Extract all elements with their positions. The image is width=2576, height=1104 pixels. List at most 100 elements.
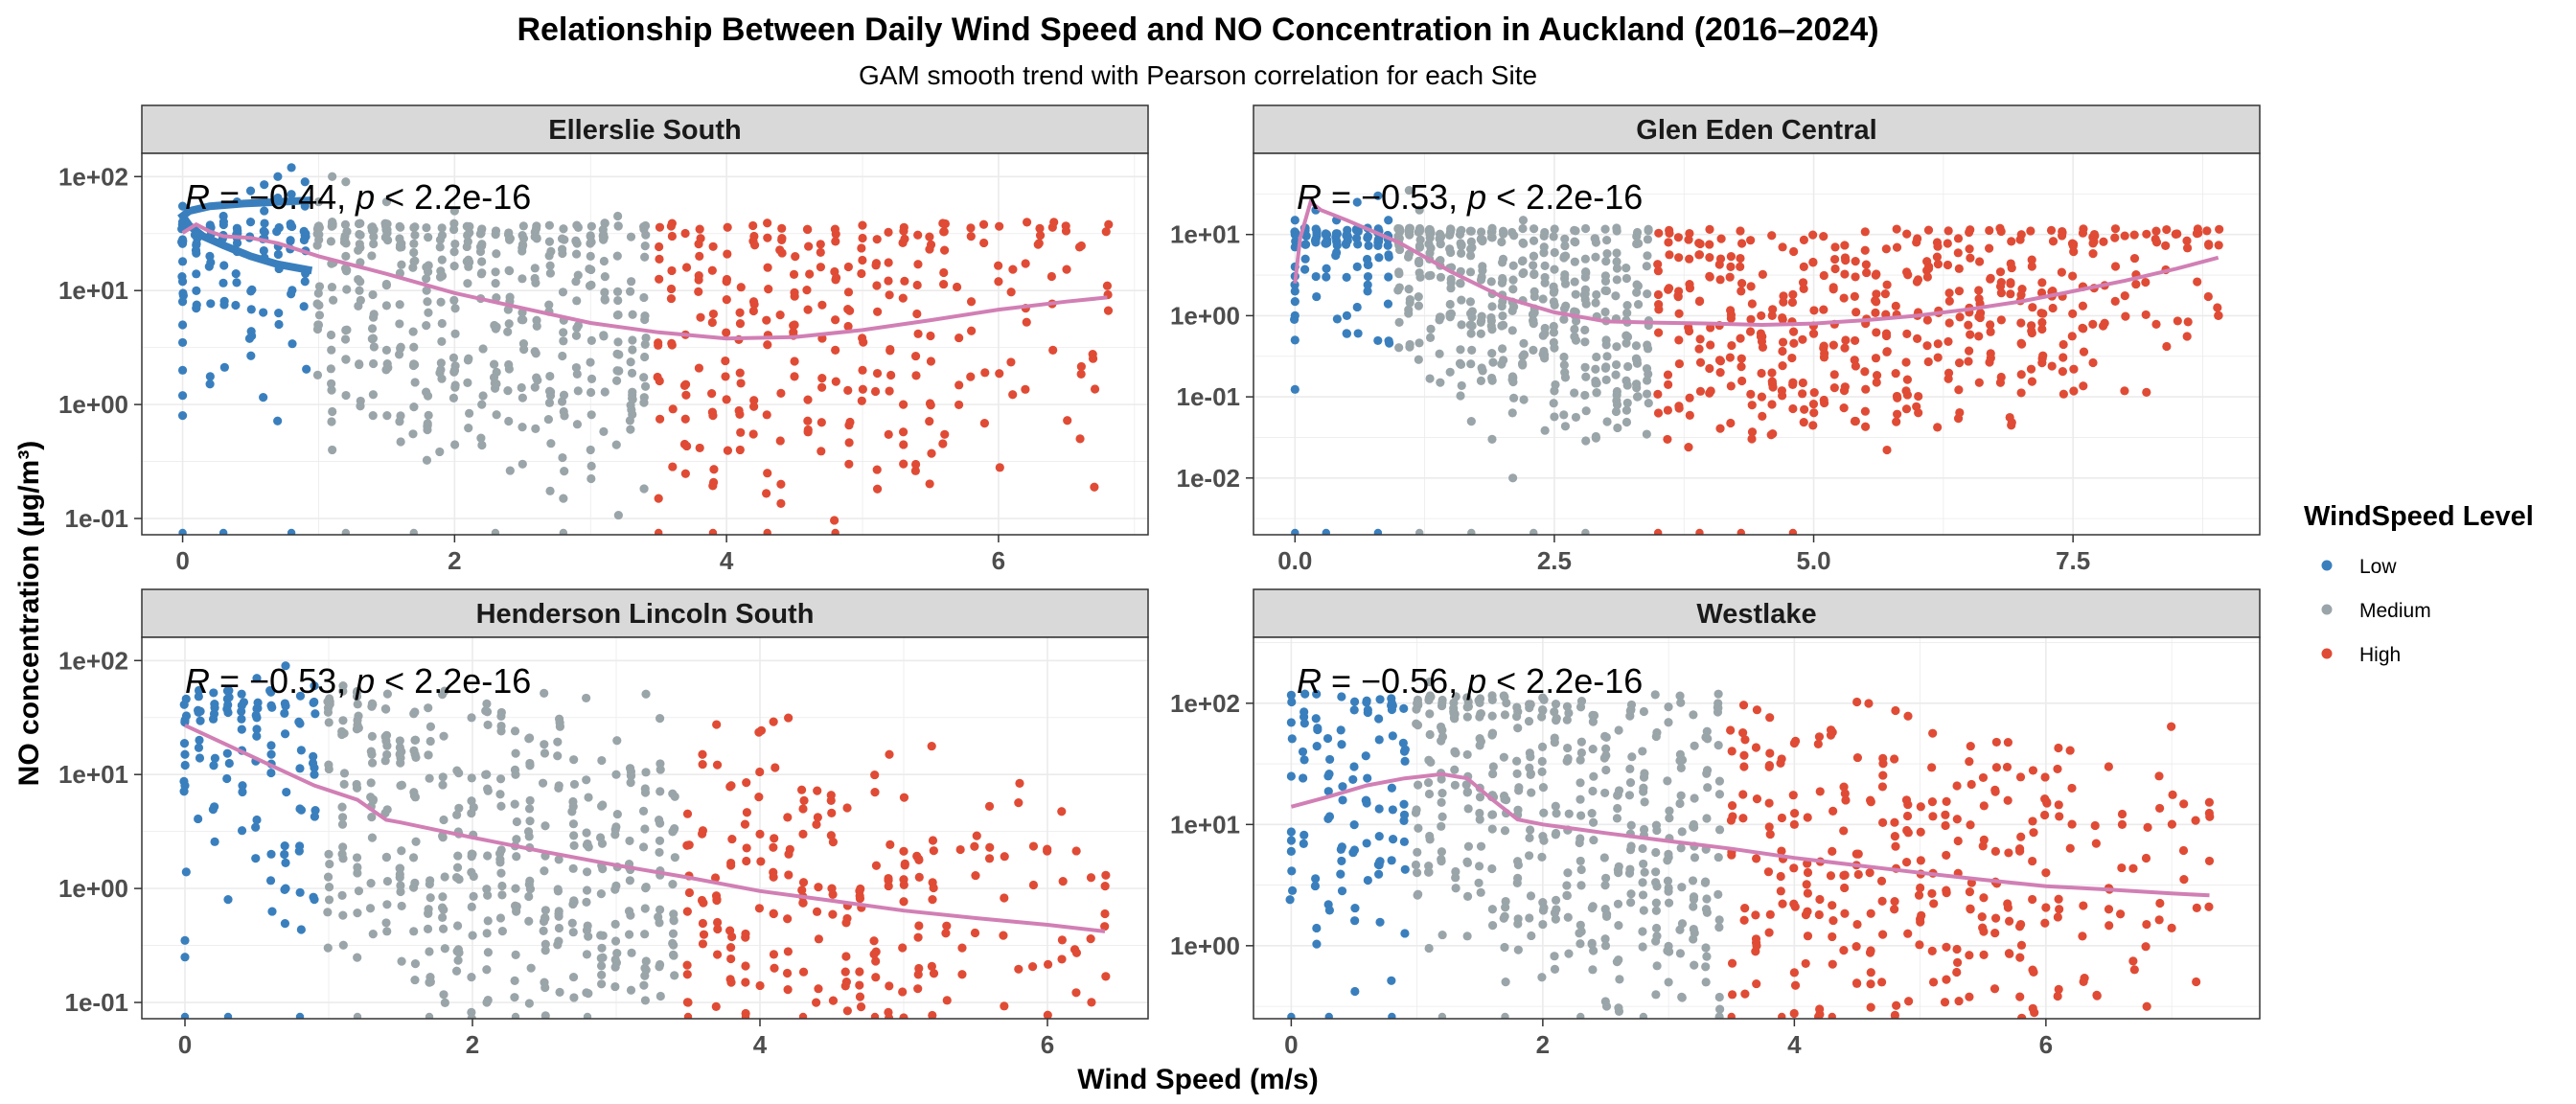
data-point-medium <box>449 365 459 375</box>
data-point-high <box>1893 393 1902 402</box>
data-point-medium <box>467 973 476 982</box>
data-point-medium <box>596 954 606 963</box>
data-point-high <box>1991 737 2001 748</box>
data-point-high <box>2005 949 2014 958</box>
data-point-high <box>1789 1008 1799 1019</box>
data-point-medium <box>1714 852 1723 862</box>
data-point-high <box>1799 262 1808 272</box>
data-point-low <box>260 180 269 190</box>
data-point-low <box>299 302 309 311</box>
data-point-low <box>1373 238 1383 247</box>
data-point-high <box>1740 735 1750 745</box>
data-point-medium <box>439 815 448 825</box>
data-point-high <box>1727 958 1737 968</box>
data-point-medium <box>314 282 325 291</box>
data-point-high <box>872 368 883 379</box>
data-point-medium <box>1526 770 1535 779</box>
data-point-medium <box>571 362 582 373</box>
data-point-high <box>1878 753 1888 763</box>
data-point-medium <box>1467 321 1477 331</box>
data-point-high <box>1914 391 1923 402</box>
data-point-medium <box>354 886 364 896</box>
data-point-medium <box>492 249 501 259</box>
data-point-medium <box>640 252 650 262</box>
data-point-high <box>1765 909 1775 919</box>
data-point-medium <box>1487 434 1497 444</box>
data-point-medium <box>505 466 515 475</box>
data-point-low <box>177 297 188 307</box>
data-point-medium <box>1677 992 1687 1001</box>
data-point-medium <box>641 956 651 966</box>
data-point-medium <box>408 429 418 439</box>
data-point-medium <box>583 921 592 931</box>
data-point-high <box>1943 239 1952 248</box>
panel-border <box>141 152 1149 536</box>
data-point-high <box>2037 358 2047 368</box>
data-point-high <box>1852 919 1862 930</box>
data-point-high <box>1942 850 1951 861</box>
data-point-medium <box>518 339 529 349</box>
data-point-high <box>1840 908 1850 918</box>
data-point-low <box>309 751 318 761</box>
data-point-low <box>1322 272 1331 282</box>
data-point-high <box>885 981 894 991</box>
data-point-low <box>295 691 306 701</box>
data-point-medium <box>450 239 460 249</box>
data-point-high <box>899 1013 908 1019</box>
data-point-low <box>281 858 290 867</box>
data-point-medium <box>1518 216 1529 225</box>
data-point-high <box>927 961 936 972</box>
data-point-high <box>1966 820 1975 830</box>
data-point-high <box>2016 370 2026 380</box>
data-point-high <box>812 998 821 1007</box>
data-point-medium <box>449 206 459 216</box>
data-point-low <box>192 241 201 250</box>
data-point-medium <box>437 255 447 264</box>
data-point-high <box>1736 528 1745 535</box>
data-point-low <box>1311 874 1321 884</box>
data-point-medium <box>367 251 377 261</box>
data-point-low <box>1322 238 1331 247</box>
data-point-high <box>2121 311 2130 321</box>
data-point-medium <box>1414 301 1424 310</box>
data-point-high <box>1852 308 1861 317</box>
data-point-medium <box>381 736 391 746</box>
data-point-high <box>857 243 866 253</box>
data-point-medium <box>1592 289 1601 300</box>
data-point-medium <box>1600 881 1610 890</box>
data-point-medium <box>525 885 536 894</box>
data-point-medium <box>1651 847 1661 858</box>
data-point-high <box>1929 899 1939 908</box>
data-point-medium <box>518 423 527 432</box>
data-point-medium <box>395 863 405 873</box>
data-point-high <box>2205 812 2215 821</box>
y-tick-label: 1e-01 <box>65 504 129 533</box>
data-point-medium <box>436 297 446 307</box>
data-point-high <box>1100 882 1110 891</box>
legend-label: Low <box>2359 556 2397 578</box>
data-point-high <box>2167 722 2176 731</box>
data-point-medium <box>1405 223 1414 233</box>
data-point-high <box>884 881 893 891</box>
data-point-medium <box>340 334 351 344</box>
data-point-low <box>177 257 188 266</box>
data-point-medium <box>612 251 622 261</box>
data-point-high <box>2028 965 2037 975</box>
data-point-high <box>1752 794 1762 804</box>
data-point-medium <box>1626 898 1636 908</box>
data-point-high <box>1715 368 1725 378</box>
data-point-medium <box>469 802 478 813</box>
data-point-medium <box>1415 235 1425 244</box>
data-point-high <box>1767 368 1777 378</box>
data-point-medium <box>640 784 650 794</box>
data-point-high <box>899 222 908 232</box>
data-point-medium <box>1405 230 1414 240</box>
data-point-low <box>1323 787 1333 796</box>
data-point-high <box>2182 236 2192 245</box>
data-point-high <box>2079 901 2088 910</box>
data-point-medium <box>1508 285 1518 294</box>
data-point-medium <box>367 812 377 822</box>
data-point-medium <box>1560 368 1570 378</box>
data-point-high <box>2088 239 2098 248</box>
data-point-high <box>1684 323 1693 333</box>
